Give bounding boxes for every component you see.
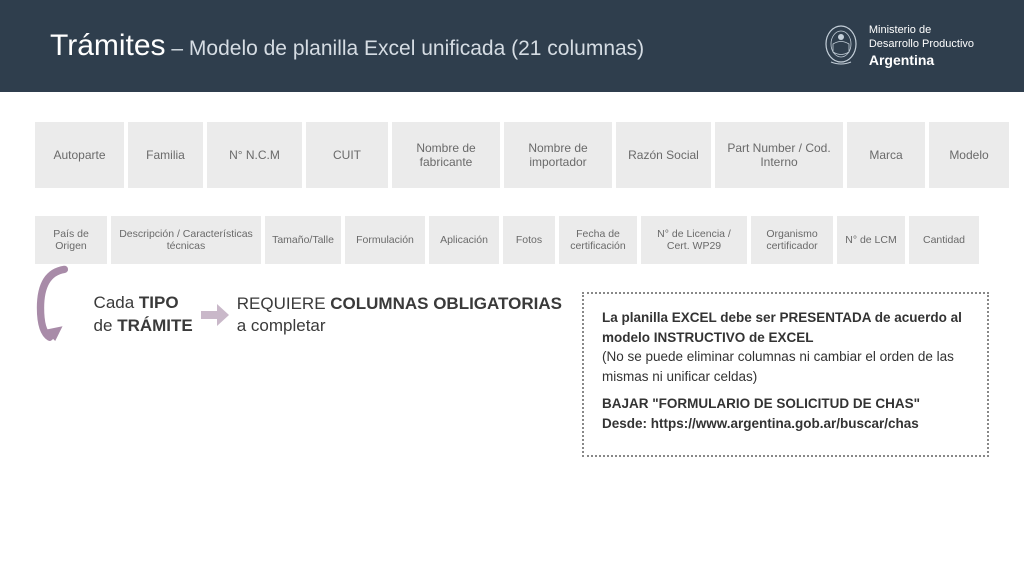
info-p2b: Desde: https://www.argentina.gob.ar/busc… (602, 416, 919, 431)
column-header: Nombre de importador (504, 122, 612, 188)
column-header: Nombre de fabricante (392, 122, 500, 188)
country: Argentina (869, 51, 974, 69)
req-post: a completar (237, 316, 326, 335)
info-p1a: La planilla EXCEL debe ser PRESENTADA de… (602, 310, 962, 345)
column-header: Fotos (503, 216, 555, 264)
logo: Ministerio de Desarrollo Productivo Arge… (823, 23, 974, 70)
curve-arrow-icon (35, 262, 74, 352)
column-header: Tamaño/Talle (265, 216, 341, 264)
header: Trámites – Modelo de planilla Excel unif… (0, 0, 1024, 92)
column-header: Razón Social (616, 122, 711, 188)
column-header: Formulación (345, 216, 425, 264)
info-box: La planilla EXCEL debe ser PRESENTADA de… (582, 292, 989, 457)
column-header: Descripción / Características técnicas (111, 216, 261, 264)
tipo-section: Cada TIPO de TRÁMITE REQUIERE COLUMNAS O… (94, 292, 562, 338)
tipo-pre: Cada (94, 293, 139, 312)
column-header: CUIT (306, 122, 388, 188)
req-text: REQUIERE COLUMNAS OBLIGATORIAS a complet… (237, 293, 562, 337)
column-row-1: AutoparteFamiliaN° N.C.MCUITNombre de fa… (35, 122, 989, 188)
column-header: Modelo (929, 122, 1009, 188)
column-header: Autoparte (35, 122, 124, 188)
logo-text: Ministerio de Desarrollo Productivo Arge… (869, 23, 974, 70)
column-header: N° N.C.M (207, 122, 302, 188)
column-header: N° de LCM (837, 216, 905, 264)
info-p2a: BAJAR "FORMULARIO DE SOLICITUD DE CHAS" (602, 396, 920, 411)
column-header: Aplicación (429, 216, 499, 264)
title-sub: Modelo de planilla Excel unificada (21 c… (189, 37, 644, 60)
info-p1b: (No se puede eliminar columnas ni cambia… (602, 349, 954, 384)
column-header: Marca (847, 122, 925, 188)
page-title: Trámites – Modelo de planilla Excel unif… (50, 29, 644, 63)
tipo-bold2: TRÁMITE (117, 316, 193, 335)
ministry-line2: Desarrollo Productivo (869, 37, 974, 51)
column-header: Fecha de certificación (559, 216, 637, 264)
shield-icon (823, 24, 859, 68)
title-main: Trámites (50, 29, 166, 62)
column-header: Cantidad (909, 216, 979, 264)
column-row-2: País de OrigenDescripción / Característi… (35, 216, 989, 264)
right-arrow-icon (201, 304, 229, 326)
column-header: N° de Licencia / Cert. WP29 (641, 216, 747, 264)
column-header: Part Number / Cod. Interno (715, 122, 843, 188)
content: AutoparteFamiliaN° N.C.MCUITNombre de fa… (0, 92, 1024, 457)
column-header: Familia (128, 122, 203, 188)
tipo-bold1: TIPO (139, 293, 179, 312)
ministry-line1: Ministerio de (869, 23, 974, 37)
req-bold: COLUMNAS OBLIGATORIAS (330, 294, 562, 313)
tipo-text: Cada TIPO de TRÁMITE (94, 292, 193, 338)
column-header: País de Origen (35, 216, 107, 264)
bottom-area: Cada TIPO de TRÁMITE REQUIERE COLUMNAS O… (35, 292, 989, 457)
column-header: Organismo certificador (751, 216, 833, 264)
title-sep: – (166, 37, 189, 60)
tipo-mid: de (94, 316, 118, 335)
req-pre: REQUIERE (237, 294, 331, 313)
